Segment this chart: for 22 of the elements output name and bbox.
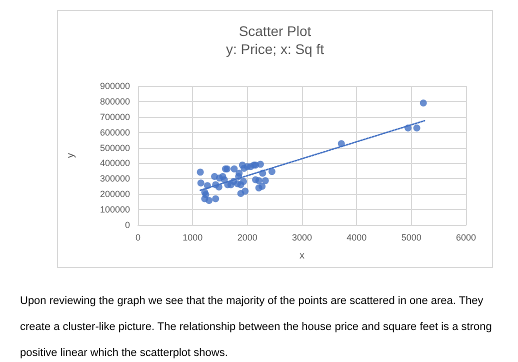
x-axis-title: x: [300, 250, 304, 262]
x-tick-label: 0: [135, 232, 141, 242]
chart-title: Scatter Plot: [238, 23, 312, 39]
chart-subtitle: y: Price; x: Sq ft: [226, 41, 324, 57]
x-tick-label: 5000: [401, 232, 422, 242]
x-tick-label: 3000: [292, 232, 312, 242]
x-tick-label: 4000: [346, 232, 367, 242]
y-tick-label: 500000: [100, 142, 130, 153]
y-tick-label: 200000: [100, 189, 130, 200]
y-tick-label: 400000: [100, 158, 130, 168]
y-tick-label: 700000: [100, 112, 130, 122]
x-tick-label: 2000: [237, 232, 258, 242]
y-tick-label: 900000: [100, 81, 130, 91]
y-tick-label: 300000: [100, 174, 130, 184]
y-tick-label: 100000: [100, 204, 130, 215]
y-tick-label: 0: [124, 220, 130, 230]
text: Upon reviewing the graph we see that the majority of the points are scattered in one area. They create a cluster-like picture. The relationship between the house price and square feet is a strong positive linear which the scatterplot shows.: [20, 295, 492, 359]
y-tick-label: 800000: [100, 96, 130, 106]
x-tick-label: 6000: [456, 232, 476, 242]
x-tick-label: 1000: [182, 232, 203, 242]
y-tick-label: 600000: [100, 127, 130, 138]
y-axis-title: y: [66, 153, 76, 158]
